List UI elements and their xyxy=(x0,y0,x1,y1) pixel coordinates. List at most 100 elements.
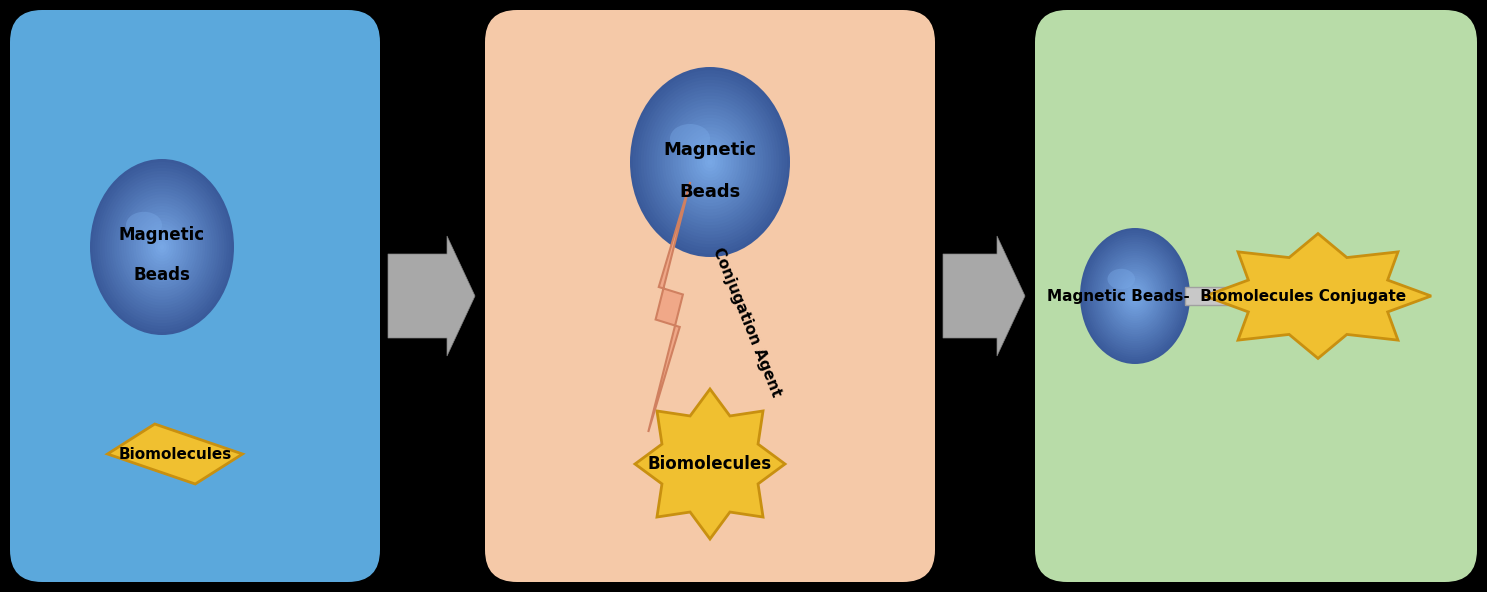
Ellipse shape xyxy=(1096,249,1173,343)
Ellipse shape xyxy=(681,127,739,197)
Ellipse shape xyxy=(1126,285,1144,307)
Ellipse shape xyxy=(100,170,225,323)
Ellipse shape xyxy=(128,206,196,288)
Ellipse shape xyxy=(140,221,183,274)
Text: Magnetic: Magnetic xyxy=(119,226,205,244)
Ellipse shape xyxy=(134,212,190,282)
Ellipse shape xyxy=(1123,280,1148,312)
Ellipse shape xyxy=(158,241,167,253)
Ellipse shape xyxy=(150,232,174,262)
Ellipse shape xyxy=(116,191,208,303)
Ellipse shape xyxy=(131,209,193,285)
Ellipse shape xyxy=(659,102,761,222)
Ellipse shape xyxy=(657,99,763,226)
Ellipse shape xyxy=(651,92,769,231)
Ellipse shape xyxy=(126,203,198,291)
Ellipse shape xyxy=(152,235,171,259)
Ellipse shape xyxy=(1087,237,1182,355)
Ellipse shape xyxy=(635,73,785,250)
Ellipse shape xyxy=(1093,244,1178,348)
Ellipse shape xyxy=(109,182,214,311)
Ellipse shape xyxy=(644,83,776,241)
Ellipse shape xyxy=(135,215,189,279)
Ellipse shape xyxy=(1133,294,1138,298)
Text: Beads: Beads xyxy=(680,183,741,201)
Ellipse shape xyxy=(1127,287,1142,305)
Ellipse shape xyxy=(671,114,749,210)
Ellipse shape xyxy=(1099,250,1172,342)
Ellipse shape xyxy=(691,140,729,184)
Ellipse shape xyxy=(665,108,755,216)
Ellipse shape xyxy=(671,124,709,153)
Ellipse shape xyxy=(1084,233,1187,359)
Ellipse shape xyxy=(1088,239,1181,353)
Ellipse shape xyxy=(1109,264,1161,328)
Ellipse shape xyxy=(688,137,732,187)
Ellipse shape xyxy=(699,149,721,175)
Ellipse shape xyxy=(112,185,213,308)
Ellipse shape xyxy=(104,176,220,317)
Ellipse shape xyxy=(645,86,775,238)
Ellipse shape xyxy=(1118,276,1151,316)
Ellipse shape xyxy=(1102,255,1167,337)
Ellipse shape xyxy=(1100,253,1170,339)
Ellipse shape xyxy=(1111,266,1158,326)
Ellipse shape xyxy=(678,124,742,200)
Polygon shape xyxy=(648,182,690,432)
Ellipse shape xyxy=(91,159,233,335)
Ellipse shape xyxy=(1080,228,1190,364)
Ellipse shape xyxy=(1108,262,1163,330)
Ellipse shape xyxy=(92,162,232,332)
Text: Beads: Beads xyxy=(134,266,190,284)
Polygon shape xyxy=(107,424,242,484)
Ellipse shape xyxy=(686,134,735,191)
Ellipse shape xyxy=(654,95,766,229)
Ellipse shape xyxy=(103,173,222,320)
Ellipse shape xyxy=(123,200,201,294)
Ellipse shape xyxy=(1091,242,1179,350)
Ellipse shape xyxy=(694,143,726,181)
Ellipse shape xyxy=(147,230,177,265)
Ellipse shape xyxy=(97,168,228,326)
Text: Magnetic: Magnetic xyxy=(663,141,757,159)
Ellipse shape xyxy=(119,194,205,300)
Text: Biomolecules: Biomolecules xyxy=(648,455,772,473)
Ellipse shape xyxy=(697,146,723,178)
Ellipse shape xyxy=(648,89,772,235)
Ellipse shape xyxy=(1112,269,1157,323)
Ellipse shape xyxy=(1132,291,1139,301)
Ellipse shape xyxy=(668,111,752,213)
Ellipse shape xyxy=(1115,271,1155,321)
Ellipse shape xyxy=(630,67,790,257)
Ellipse shape xyxy=(1117,274,1154,318)
Ellipse shape xyxy=(1130,289,1141,303)
Ellipse shape xyxy=(122,197,202,297)
Ellipse shape xyxy=(1094,246,1175,346)
Ellipse shape xyxy=(638,76,782,247)
Ellipse shape xyxy=(1083,230,1188,362)
Ellipse shape xyxy=(708,159,712,165)
Ellipse shape xyxy=(684,130,736,194)
Ellipse shape xyxy=(662,105,758,219)
Ellipse shape xyxy=(159,244,165,250)
Polygon shape xyxy=(388,236,474,356)
Polygon shape xyxy=(1204,234,1430,358)
Ellipse shape xyxy=(1124,282,1146,310)
Polygon shape xyxy=(943,236,1025,356)
Ellipse shape xyxy=(95,165,229,329)
Ellipse shape xyxy=(1086,235,1185,357)
Ellipse shape xyxy=(146,227,178,268)
Text: Magnetic Beads-  Biomolecules Conjugate: Magnetic Beads- Biomolecules Conjugate xyxy=(1047,288,1407,304)
FancyBboxPatch shape xyxy=(1035,10,1477,582)
Ellipse shape xyxy=(1108,269,1135,289)
Polygon shape xyxy=(635,389,785,539)
Ellipse shape xyxy=(705,156,715,168)
FancyBboxPatch shape xyxy=(485,10,935,582)
Ellipse shape xyxy=(672,118,748,207)
Ellipse shape xyxy=(675,121,745,203)
FancyBboxPatch shape xyxy=(10,10,381,582)
Ellipse shape xyxy=(1106,260,1164,332)
Ellipse shape xyxy=(126,212,162,238)
Ellipse shape xyxy=(114,188,210,305)
Ellipse shape xyxy=(138,218,186,276)
